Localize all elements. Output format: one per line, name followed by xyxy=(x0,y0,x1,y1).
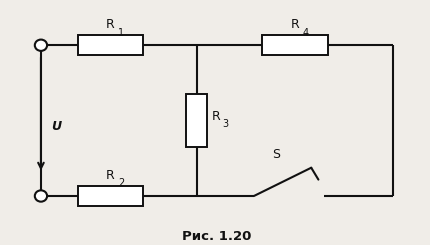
Text: 3: 3 xyxy=(223,119,229,129)
Bar xyxy=(262,36,328,55)
Circle shape xyxy=(35,40,47,51)
Text: U: U xyxy=(52,120,61,133)
Circle shape xyxy=(35,190,47,202)
Text: 2: 2 xyxy=(118,178,124,188)
Text: S: S xyxy=(273,148,280,161)
Bar xyxy=(78,186,143,206)
Text: R: R xyxy=(291,18,299,31)
Text: 1: 1 xyxy=(118,28,124,38)
Text: R: R xyxy=(106,18,115,31)
Bar xyxy=(78,36,143,55)
Text: R: R xyxy=(212,110,221,123)
Bar xyxy=(186,94,207,147)
Text: Рис. 1.20: Рис. 1.20 xyxy=(182,230,252,243)
Text: R: R xyxy=(106,169,115,182)
Text: 4: 4 xyxy=(302,28,309,38)
